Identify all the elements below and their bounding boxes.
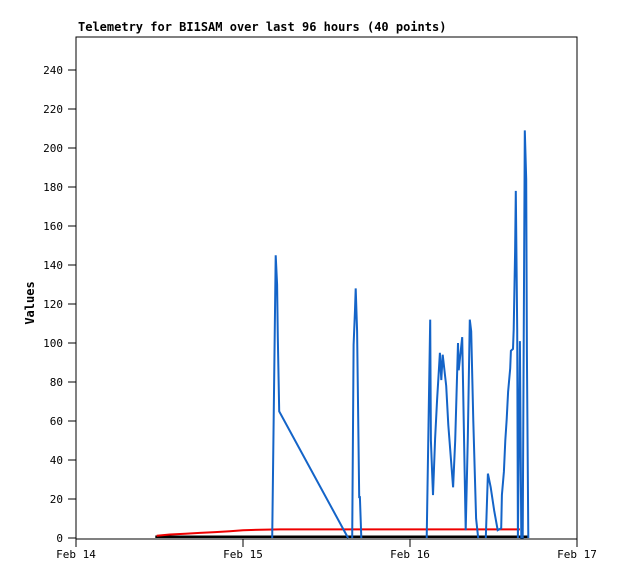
y-tick-label: 60 [50,415,63,428]
y-tick-label: 0 [56,532,63,545]
y-tick-label: 140 [43,259,63,272]
y-axis-ticks: 0 20 40 60 80 100 120 140 160 180 200 220 240 [43,64,76,545]
blue-spiky-series-polyline [271,255,349,539]
y-tick-label: 40 [50,454,63,467]
y-axis-label: Values [23,281,37,324]
y-tick-label: 160 [43,220,63,233]
y-tick-label: 100 [43,337,63,350]
blue-spiky-series-polyline [425,319,480,539]
plot-border [75,36,578,540]
y-tick-label: 200 [43,142,63,155]
x-tick-label: Feb 17 [557,548,597,561]
y-tick-label: 20 [50,493,63,506]
y-tick-label: 240 [43,64,63,77]
x-axis-ticks: Feb 14 Feb 15 Feb 16 Feb 17 [56,539,597,561]
blue-spiky-series-polyline [484,130,530,539]
x-tick-label: Feb 16 [390,548,430,561]
blue-spiky-series-polyline [351,288,363,539]
y-tick-label: 120 [43,298,63,311]
x-tick-label: Feb 14 [56,548,96,561]
y-tick-label: 220 [43,103,63,116]
data-series [155,130,530,539]
chart-title: Telemetry for BI1SAM over last 96 hours … [78,20,446,34]
y-tick-label: 80 [50,376,63,389]
red-slow-rise-series-polyline [156,528,520,537]
x-tick-label: Feb 15 [223,548,263,561]
y-tick-label: 180 [43,181,63,194]
